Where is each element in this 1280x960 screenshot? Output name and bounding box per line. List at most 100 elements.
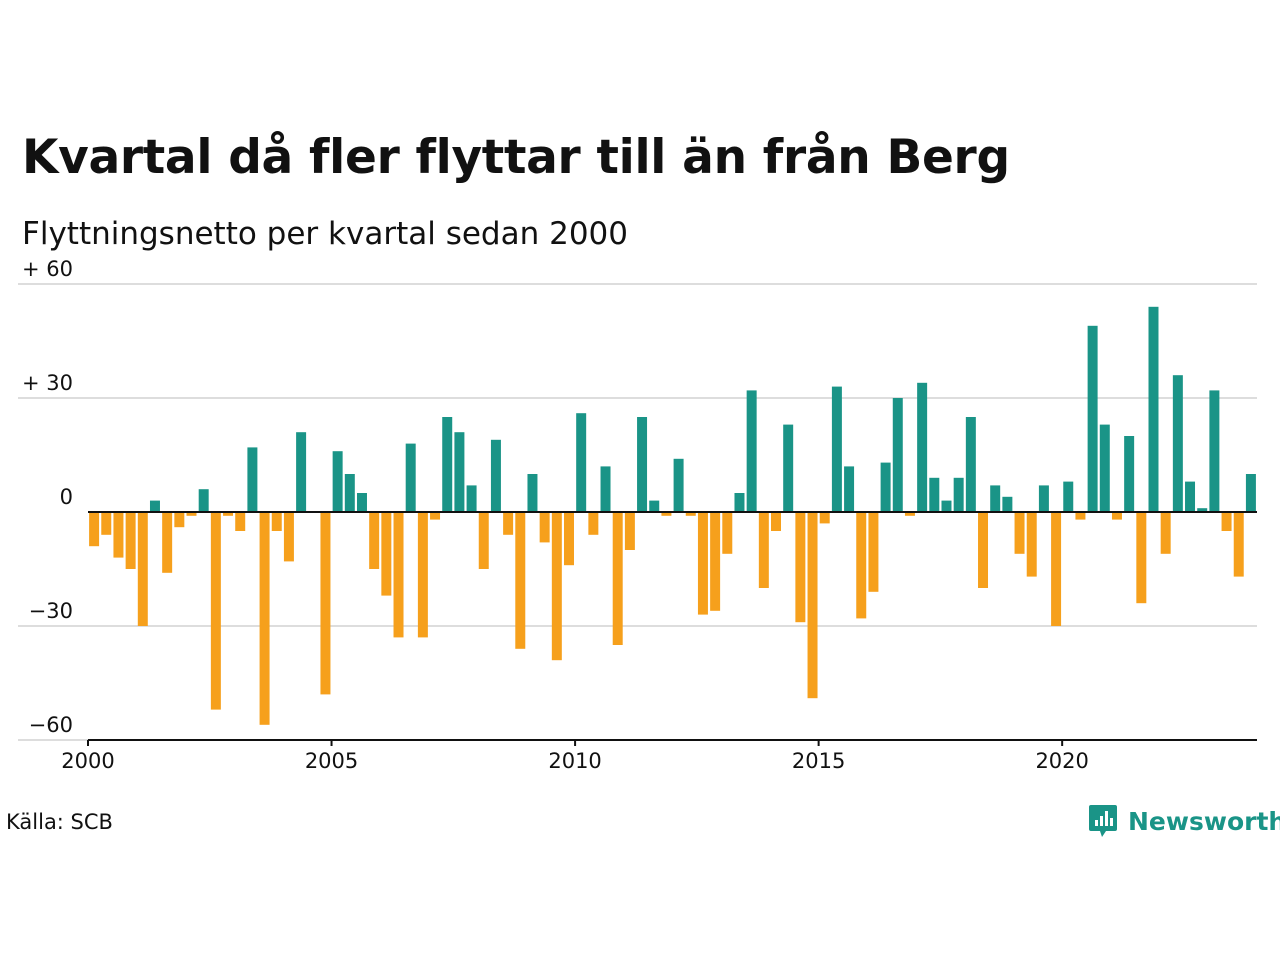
bar-2000Q1: [89, 512, 100, 547]
tick-labels: + 60 + 30 0 −30 −60 2000 2005 2010 2015 2020: [22, 260, 1089, 773]
bar-2014Q2: [783, 424, 794, 512]
bar-2015Q2: [831, 386, 842, 512]
bar-2007Q1: [430, 512, 441, 520]
bar-2017Q1: [917, 382, 928, 512]
bar-2011Q1: [624, 512, 635, 550]
bar-2017Q3: [941, 500, 952, 512]
bar-2003Q2: [247, 447, 258, 512]
bar-2009Q1: [527, 474, 538, 512]
y-tick-label: 0: [60, 485, 73, 509]
bar-2016Q1: [868, 512, 879, 592]
x-tick-label: 2000: [61, 749, 114, 773]
bar-2005Q2: [344, 474, 355, 512]
bar-2014Q4: [807, 512, 818, 699]
bar-2009Q3: [551, 512, 562, 661]
bar-2020Q3: [1087, 325, 1098, 512]
bar-2020Q4: [1099, 424, 1110, 512]
bar-2005Q3: [356, 493, 367, 512]
bar-2002Q2: [198, 489, 209, 512]
bar-2023Q2: [1221, 512, 1232, 531]
bar-2020Q1: [1063, 481, 1074, 512]
bar-2015Q1: [819, 512, 830, 524]
bar-2021Q3: [1136, 512, 1147, 604]
bar-2016Q4: [904, 512, 915, 516]
bar-2021Q1: [1111, 512, 1122, 520]
bar-2010Q3: [600, 466, 611, 512]
bar-2022Q2: [1172, 375, 1183, 512]
bar-2001Q4: [174, 512, 185, 528]
bar-2004Q4: [320, 512, 331, 695]
bar-2012Q1: [673, 458, 684, 512]
x-tick-label: 2015: [792, 749, 845, 773]
bar-2007Q2: [442, 417, 453, 512]
bar-2003Q1: [235, 512, 246, 531]
y-tick-label: −60: [29, 713, 73, 737]
bar-2003Q3: [259, 512, 270, 725]
bar-2023Q1: [1209, 390, 1220, 512]
bar-2013Q2: [734, 493, 745, 512]
bar-2020Q2: [1075, 512, 1086, 520]
bar-2022Q4: [1197, 508, 1208, 512]
bar-2019Q3: [1038, 485, 1049, 512]
bar-2012Q3: [697, 512, 708, 615]
bar-2012Q2: [685, 512, 696, 516]
x-tick-label: 2020: [1035, 749, 1088, 773]
bar-2019Q4: [1051, 512, 1062, 626]
bar-chart-speech-bubble-icon: [1089, 805, 1117, 837]
bar-2018Q2: [978, 512, 989, 588]
bar-2002Q1: [186, 512, 197, 516]
bar-2011Q2: [637, 417, 648, 512]
bars: [89, 306, 1256, 725]
bar-2001Q3: [162, 512, 173, 573]
bar-2010Q2: [588, 512, 599, 535]
bar-2007Q3: [454, 432, 465, 512]
bar-2005Q4: [369, 512, 380, 569]
bar-2003Q4: [271, 512, 282, 531]
bar-2010Q1: [576, 413, 587, 512]
bar-2023Q3: [1233, 512, 1244, 577]
bar-2018Q4: [1002, 496, 1013, 512]
bar-2014Q3: [795, 512, 806, 623]
bar-2014Q1: [771, 512, 781, 531]
bar-2018Q3: [990, 485, 1001, 512]
y-tick-label: + 60: [22, 260, 73, 281]
bar-2016Q2: [880, 462, 891, 512]
bar-2002Q3: [210, 512, 221, 710]
bar-2002Q4: [223, 512, 234, 516]
axes: [87, 511, 1257, 746]
bar-2001Q2: [149, 500, 160, 512]
bar-2019Q2: [1026, 512, 1037, 577]
bar-2006Q4: [417, 512, 428, 638]
bar-2015Q3: [844, 466, 855, 512]
bar-2006Q3: [405, 443, 416, 512]
bar-2006Q2: [393, 512, 404, 638]
bar-2008Q3: [503, 512, 514, 535]
bar-2011Q4: [661, 512, 672, 516]
x-tick-label: 2010: [548, 749, 601, 773]
bar-2017Q4: [953, 477, 964, 512]
bar-2019Q1: [1014, 512, 1025, 554]
bar-2000Q2: [101, 512, 112, 535]
bar-2022Q1: [1160, 512, 1171, 554]
bar-2023Q4: [1245, 474, 1256, 512]
chart-subtitle: Flyttningsnetto per kvartal sedan 2000: [22, 216, 628, 252]
bar-2004Q1: [283, 512, 294, 562]
bar-2018Q1: [965, 417, 976, 512]
bar-2010Q4: [612, 512, 623, 645]
bar-2011Q3: [649, 500, 660, 512]
bar-2012Q4: [710, 512, 721, 611]
brand-logo: Newsworthy: [1088, 803, 1280, 839]
y-tick-label: −30: [29, 599, 73, 623]
source-note: Källa: SCB: [6, 810, 113, 834]
y-tick-label: + 30: [22, 371, 73, 395]
chart-title: Kvartal då fler flyttar till än från Ber…: [22, 130, 1010, 185]
brand-name: Newsworthy: [1128, 806, 1280, 836]
bar-2016Q3: [892, 398, 903, 512]
bar-2013Q3: [746, 390, 757, 512]
bar-2021Q2: [1124, 436, 1135, 512]
bar-2022Q3: [1185, 481, 1196, 512]
bar-2008Q1: [478, 512, 489, 569]
bar-2004Q2: [296, 432, 307, 512]
bar-2000Q4: [125, 512, 136, 569]
bar-2013Q4: [758, 512, 769, 588]
